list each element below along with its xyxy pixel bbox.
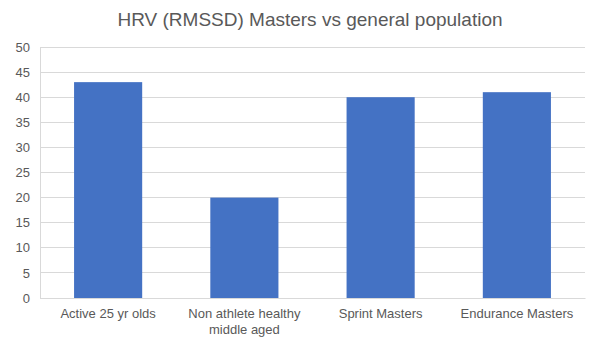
x-tick-label: Active 25 yr olds (60, 306, 156, 321)
y-tick-label: 25 (16, 165, 30, 180)
x-tick: Sprint Masters (339, 306, 423, 321)
x-tick: Endurance Masters (461, 306, 574, 321)
y-tick: 15 (16, 215, 40, 230)
x-tick: Non athlete healthymiddle aged (188, 306, 301, 337)
chart: 0 5 10 15 20 25 30 35 40 45 50 Active 25 yr olds Non… (0, 0, 600, 360)
y-axis-line (40, 48, 41, 299)
y-tick-label: 20 (16, 190, 30, 205)
x-tick-label: Non athlete healthymiddle aged (188, 306, 301, 337)
y-tick-label: 35 (16, 115, 30, 130)
y-tick-label: 30 (16, 140, 30, 155)
y-tick-label: 40 (16, 90, 30, 105)
y-tick-label: 0 (23, 291, 30, 306)
title: HRV (RMSSD) Masters vs general populatio… (117, 9, 502, 30)
y-tick: 25 (16, 165, 40, 180)
y-tick: 0 (23, 291, 40, 306)
y-axis: 0 5 10 15 20 25 30 35 40 45 50 (16, 40, 41, 306)
grid-line (40, 47, 585, 48)
x-tick-label: Endurance Masters (461, 306, 574, 321)
y-tick: 35 (16, 115, 40, 130)
background (0, 0, 600, 360)
x-tick: Active 25 yr olds (60, 306, 156, 321)
y-tick: 30 (16, 140, 40, 155)
y-tick: 10 (16, 240, 40, 255)
plot: 0 5 10 15 20 25 30 35 40 45 50 Active 25 yr olds Non… (16, 40, 586, 338)
grid-line (40, 72, 585, 73)
grid (40, 47, 585, 298)
y-tick: 45 (16, 65, 40, 80)
x-axis-line (41, 298, 586, 299)
bar (210, 198, 278, 298)
y-tick-label: 5 (23, 266, 30, 281)
y-tick-label: 15 (16, 215, 30, 230)
bar (74, 82, 142, 298)
y-tick: 20 (16, 190, 40, 205)
y-tick: 5 (23, 266, 40, 281)
bar (347, 97, 415, 298)
x-tick-label: Sprint Masters (339, 306, 423, 321)
bars (74, 82, 551, 298)
y-tick-label: 10 (16, 240, 30, 255)
y-tick-label: 45 (16, 65, 30, 80)
bar (483, 92, 551, 298)
y-tick: 50 (16, 40, 40, 55)
x-axis: Active 25 yr olds Non athlete healthymidd… (41, 299, 586, 338)
y-tick-label: 50 (16, 40, 30, 55)
y-tick: 40 (16, 90, 40, 105)
